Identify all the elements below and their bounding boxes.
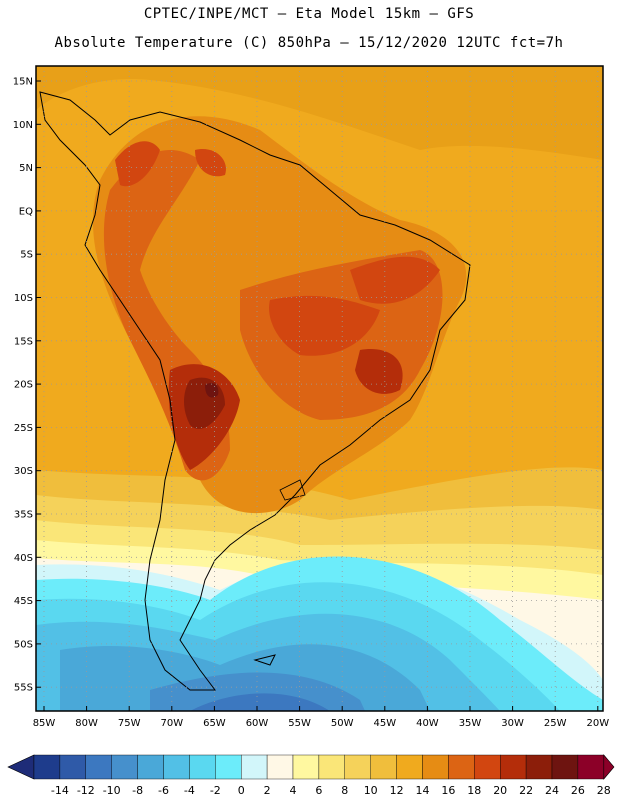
lon-label: 25W	[544, 718, 567, 729]
lat-label: 15N	[13, 77, 33, 88]
chaco-max	[205, 383, 219, 398]
colorbar-label: -12	[77, 784, 95, 797]
colorbar-cell	[318, 754, 345, 780]
colorbar-arrow-high	[603, 754, 615, 780]
lat-label: 35S	[14, 510, 33, 521]
brazil-hot-3	[355, 349, 403, 394]
lat-label: 45S	[14, 596, 33, 607]
colorbar-label: 24	[545, 784, 559, 797]
latitude-labels: 15N 10N 5N EQ 5S 10S 15S 20S 25S 30S 35S 40S 45S 50S 5…	[13, 77, 41, 694]
colorbar-cell	[422, 754, 449, 780]
colorbar-label: -14	[51, 784, 69, 797]
colorbar-label: 8	[341, 784, 348, 797]
colorbar-cell	[396, 754, 423, 780]
lat-label: 20S	[14, 380, 33, 391]
colorbar: -14 -12 -10 -8 -6 -4 -2 0 2 4 6 8 10 12 14 16 18 20 22 24 26…	[7, 754, 615, 797]
colorbar-label: -2	[210, 784, 221, 797]
lat-label: 30S	[14, 466, 33, 477]
colorbar-cells	[7, 754, 615, 780]
colorbar-cell	[448, 754, 475, 780]
lon-label: 85W	[33, 718, 56, 729]
lat-label: 25S	[14, 423, 33, 434]
title-line-2: Absolute Temperature (C) 850hPa – 15/12/…	[54, 35, 564, 51]
colorbar-cell	[577, 754, 605, 780]
colorbar-cell	[215, 754, 242, 780]
lat-label: EQ	[19, 206, 33, 217]
colorbar-labels: -14 -12 -10 -8 -6 -4 -2 0 2 4 6 8 10 12 14 16 18 20 22 24 26…	[51, 784, 611, 797]
colorbar-label: -8	[132, 784, 143, 797]
colorbar-cell	[551, 754, 579, 780]
lon-label: 60W	[246, 718, 269, 729]
lat-label: 15S	[14, 336, 33, 347]
colorbar-label: 22	[519, 784, 533, 797]
colorbar-cell	[33, 754, 61, 780]
map-frame	[35, 65, 604, 712]
colorbar-cell	[137, 754, 164, 780]
lat-label: 55S	[14, 683, 33, 694]
lat-label: 5S	[20, 250, 33, 261]
colorbar-label: 0	[238, 784, 245, 797]
lagoa-patos	[279, 479, 306, 501]
colorbar-cell	[474, 754, 501, 780]
lon-label: 30W	[501, 718, 524, 729]
colorbar-cell	[85, 754, 112, 780]
lat-label: 5N	[19, 163, 33, 174]
north-ocean-band	[36, 66, 603, 160]
brazil-hot-2	[350, 256, 440, 304]
colorbar-cell	[163, 754, 190, 780]
lon-label: 45W	[373, 718, 396, 729]
colorbar-label: -10	[103, 784, 121, 797]
colorbar-cell	[525, 754, 553, 780]
lon-label: 50W	[331, 718, 354, 729]
band-m4	[150, 672, 365, 711]
colorbar-label: 4	[290, 784, 297, 797]
colorbar-cell	[189, 754, 216, 780]
colorbar-label: 16	[441, 784, 455, 797]
coastline	[39, 91, 471, 691]
lon-label: 65W	[203, 718, 226, 729]
colorbar-label: 28	[597, 784, 611, 797]
colorbar-cell	[370, 754, 397, 780]
venezuela-hot	[195, 149, 226, 177]
lon-label: 80W	[75, 718, 98, 729]
colombia-hot	[115, 141, 160, 187]
colorbar-label: 10	[364, 784, 378, 797]
band-m6	[190, 693, 330, 711]
colorbar-label: 14	[416, 784, 430, 797]
colorbar-arrow-low	[7, 754, 35, 780]
lon-label: 55W	[288, 718, 311, 729]
temperature-map: 15N 10N 5N EQ 5S 10S 15S 20S 25S 30S 35S 40S 45S 50S 5…	[13, 65, 609, 729]
lon-label: 40W	[416, 718, 439, 729]
map-field	[36, 66, 603, 711]
lat-label: 40S	[14, 553, 33, 564]
lat-label: 10N	[13, 120, 33, 131]
colorbar-label: -4	[184, 784, 195, 797]
colorbar-label: 20	[493, 784, 507, 797]
lat-label: 10S	[14, 293, 33, 304]
colorbar-cell	[344, 754, 371, 780]
title-line-1: CPTEC/INPE/MCT – Eta Model 15km – GFS	[143, 6, 475, 22]
lon-label: 35W	[459, 718, 482, 729]
colorbar-label: -6	[158, 784, 169, 797]
colorbar-label: 12	[390, 784, 404, 797]
colorbar-label: 2	[264, 784, 271, 797]
lon-label: 70W	[160, 718, 183, 729]
colorbar-label: 26	[571, 784, 585, 797]
colorbar-cell	[266, 754, 294, 780]
lat-label: 50S	[14, 639, 33, 650]
colorbar-cell	[111, 754, 138, 780]
falklands	[253, 654, 276, 666]
colorbar-cell	[240, 754, 268, 780]
colorbar-label: 6	[315, 784, 322, 797]
colorbar-cell	[59, 754, 87, 780]
colorbar-label: 18	[467, 784, 481, 797]
colorbar-cell	[292, 754, 320, 780]
lon-label: 20W	[586, 718, 609, 729]
longitude-labels: 85W 80W 75W 70W 65W 60W 55W 50W 45W 40W 35W 30W 25W 2…	[33, 706, 609, 729]
lon-label: 75W	[118, 718, 141, 729]
colorbar-cell	[500, 754, 527, 780]
